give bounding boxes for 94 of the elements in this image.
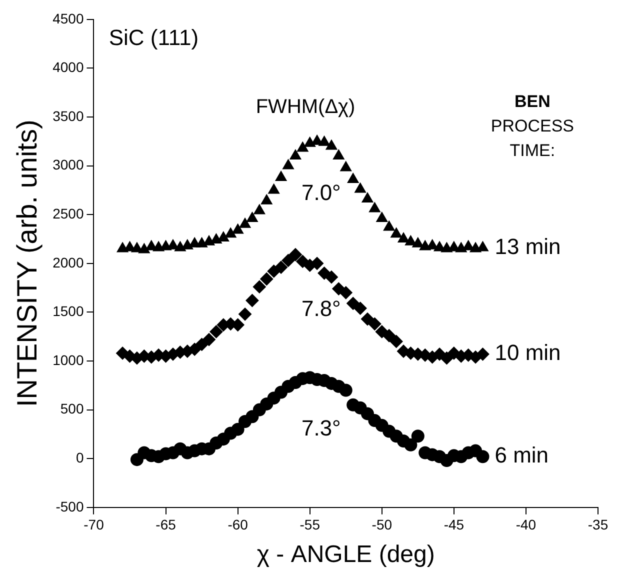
annotation: 7.3° bbox=[301, 415, 341, 440]
point bbox=[296, 142, 308, 152]
point bbox=[282, 159, 294, 170]
point bbox=[339, 286, 352, 300]
y-tick-label: 2500 bbox=[52, 205, 84, 222]
point bbox=[340, 161, 352, 172]
point bbox=[224, 228, 236, 238]
point bbox=[252, 280, 266, 294]
point bbox=[182, 239, 194, 250]
series-label: 10 min bbox=[494, 340, 561, 366]
y-axis-title: INTENSITY (arb. units) bbox=[12, 120, 43, 408]
x-tick-label: -65 bbox=[156, 516, 176, 533]
y-tick-label: 4000 bbox=[52, 59, 84, 76]
x-tick-label: -70 bbox=[84, 516, 104, 533]
point bbox=[282, 254, 295, 267]
point bbox=[347, 172, 359, 183]
point bbox=[210, 233, 222, 244]
y-tick-label: 2000 bbox=[52, 254, 84, 270]
y-tick-label: 1000 bbox=[52, 352, 84, 368]
point bbox=[202, 333, 216, 346]
point bbox=[218, 232, 230, 242]
point bbox=[138, 243, 150, 254]
point bbox=[267, 264, 280, 278]
point bbox=[411, 430, 424, 443]
annotation: TIME: bbox=[510, 140, 556, 160]
point bbox=[368, 317, 382, 330]
point bbox=[354, 302, 367, 315]
point bbox=[477, 241, 488, 252]
annotation: SiC (111) bbox=[108, 24, 199, 50]
y-tick-label: 1500 bbox=[52, 303, 84, 320]
annotation: 7.0° bbox=[301, 180, 341, 206]
point bbox=[275, 171, 287, 182]
point bbox=[339, 384, 352, 397]
point bbox=[260, 272, 274, 286]
point bbox=[304, 136, 316, 147]
y-tick-label: 500 bbox=[60, 400, 84, 417]
x-tick-label: -60 bbox=[228, 516, 248, 533]
point bbox=[360, 312, 374, 326]
point bbox=[196, 237, 208, 248]
x-axis-title: χ - ANGLE (deg) bbox=[256, 541, 435, 568]
point bbox=[354, 182, 366, 193]
point bbox=[290, 150, 302, 160]
point bbox=[318, 136, 330, 146]
point bbox=[476, 348, 490, 361]
series-label: 6 min bbox=[494, 442, 549, 468]
point bbox=[254, 204, 266, 214]
point bbox=[383, 220, 395, 231]
point bbox=[210, 325, 223, 338]
point bbox=[368, 202, 380, 212]
y-tick-label: 0 bbox=[76, 449, 84, 466]
annotation: PROCESS bbox=[490, 116, 574, 136]
y-tick-label: 4500 bbox=[52, 10, 84, 26]
point bbox=[326, 140, 338, 150]
y-tick-label: -500 bbox=[56, 498, 84, 514]
point bbox=[324, 270, 338, 284]
annotation: BEN bbox=[514, 92, 550, 112]
point bbox=[382, 329, 396, 342]
point bbox=[332, 150, 344, 160]
point bbox=[288, 248, 302, 262]
point bbox=[390, 334, 403, 348]
point bbox=[433, 348, 446, 361]
point bbox=[260, 194, 272, 204]
annotation: FWHM(Δχ) bbox=[256, 96, 356, 118]
point bbox=[274, 260, 288, 274]
point bbox=[246, 212, 258, 222]
point bbox=[231, 422, 244, 436]
point bbox=[310, 256, 324, 270]
point bbox=[405, 235, 416, 246]
point bbox=[362, 192, 374, 202]
point bbox=[232, 224, 244, 234]
point bbox=[203, 235, 215, 246]
series-label: 13 min bbox=[494, 234, 561, 259]
point bbox=[246, 294, 259, 307]
point bbox=[404, 438, 418, 452]
point bbox=[376, 212, 388, 222]
x-tick-label: -35 bbox=[588, 516, 608, 533]
point bbox=[398, 232, 410, 242]
x-tick-label: -50 bbox=[372, 516, 392, 533]
x-tick-label: -45 bbox=[444, 516, 464, 533]
annotation: 7.8° bbox=[301, 296, 341, 321]
point bbox=[390, 228, 402, 238]
point bbox=[440, 352, 454, 365]
x-tick-label: -40 bbox=[516, 516, 536, 533]
point bbox=[346, 296, 360, 310]
point bbox=[195, 338, 208, 351]
y-tick-label: 3000 bbox=[52, 156, 84, 173]
point bbox=[239, 218, 251, 228]
point bbox=[238, 308, 252, 321]
x-tick-label: -55 bbox=[300, 516, 320, 533]
point bbox=[188, 342, 202, 356]
point bbox=[476, 450, 490, 464]
y-tick-label: 3500 bbox=[52, 108, 84, 124]
point bbox=[268, 184, 280, 194]
point bbox=[412, 237, 424, 248]
